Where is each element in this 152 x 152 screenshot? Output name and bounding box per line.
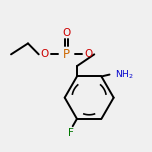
Text: NH$_2$: NH$_2$ — [115, 68, 134, 81]
Text: P: P — [63, 48, 70, 61]
Text: O: O — [62, 28, 71, 38]
Text: O: O — [41, 49, 49, 59]
Text: F: F — [68, 128, 74, 138]
Text: O: O — [84, 49, 92, 59]
